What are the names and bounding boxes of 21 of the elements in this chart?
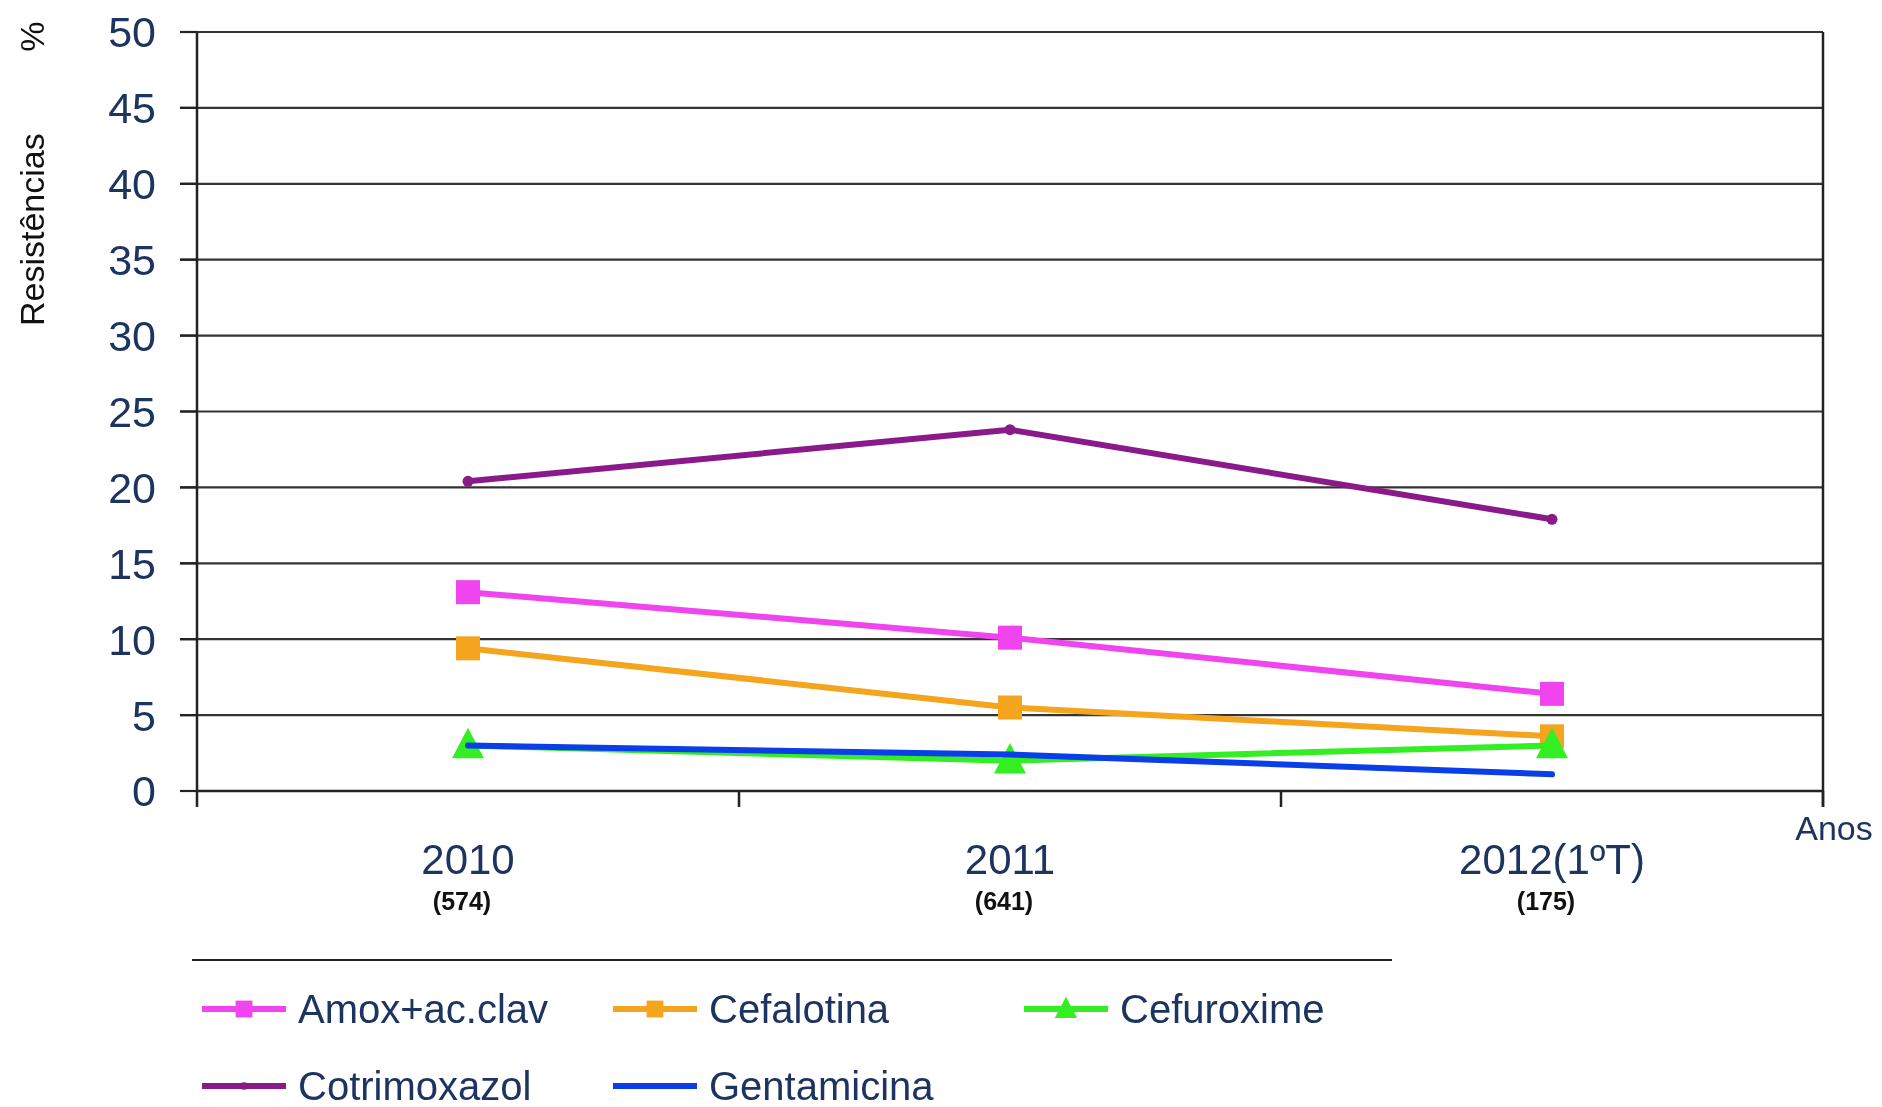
x-tick-label: 2011 (641) <box>964 836 1056 915</box>
y-tick-label: 25 <box>108 387 156 436</box>
x-tick-label: 2012(1ºT) (175) <box>1459 836 1645 915</box>
y-axis-title: Resistências % <box>13 21 51 326</box>
y-tick-label: 5 <box>132 691 156 740</box>
y-tick-label: 45 <box>108 84 156 133</box>
legend-label: Gentamicina <box>709 1064 935 1107</box>
y-tick-label: 10 <box>108 615 156 664</box>
legend-label: Cefalotina <box>709 987 890 1032</box>
y-tick-label: 40 <box>108 160 156 209</box>
y-tick-label: 20 <box>108 463 156 512</box>
y-tick-label: 50 <box>108 8 156 57</box>
y-tick-label: 35 <box>108 236 156 285</box>
x-tick-label: 2010 (574) <box>421 836 515 915</box>
x-axis-title: Anos <box>1795 809 1873 847</box>
y-tick-label: 0 <box>132 767 156 816</box>
y-tick-label: 15 <box>108 539 156 588</box>
legend-label: Cefuroxime <box>1120 987 1325 1032</box>
legend-label: Amox+ac.clav <box>298 987 549 1032</box>
y-tick-label: 30 <box>108 312 156 361</box>
legend-label: Cotrimoxazol <box>298 1064 532 1107</box>
